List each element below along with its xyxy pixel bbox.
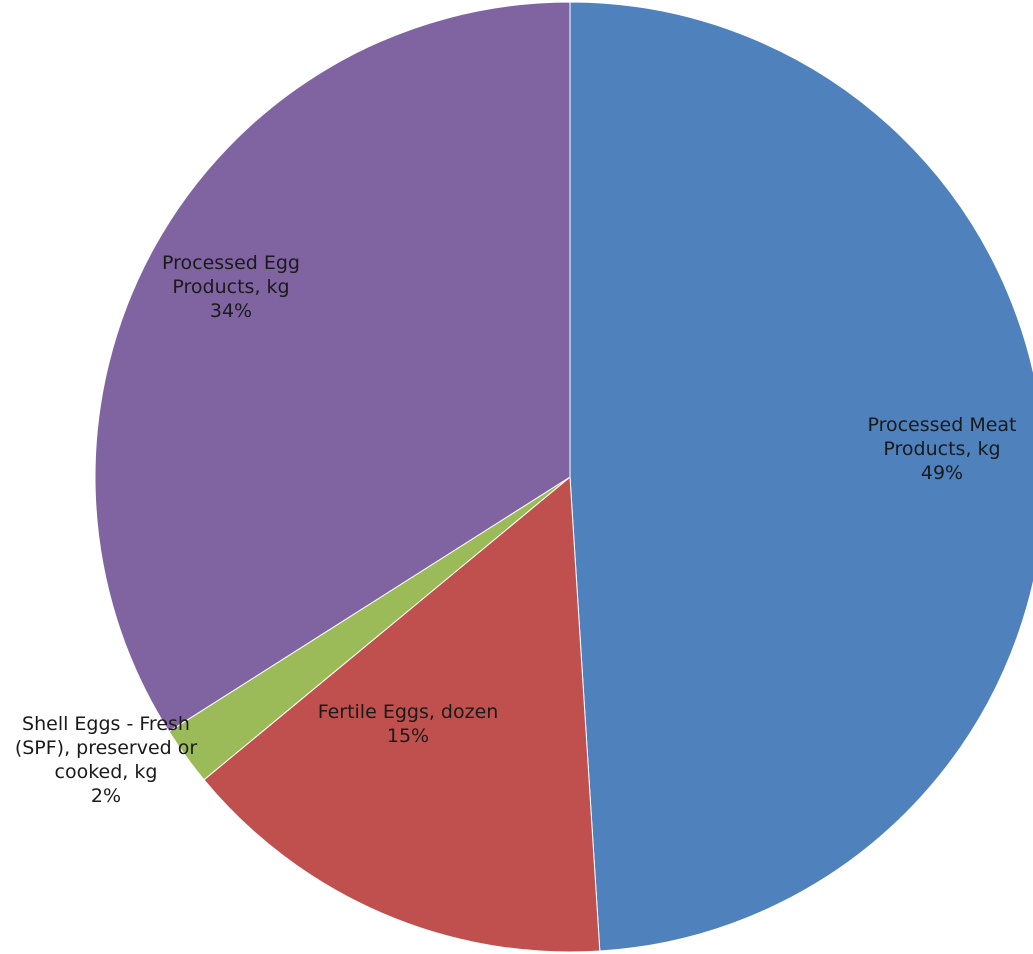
slice-label-line: 49% [921, 462, 963, 484]
slice-label-line: Processed Egg [162, 252, 300, 274]
pie-slice-1 [569, 1, 1033, 952]
slice-label-line: 34% [210, 300, 252, 322]
pie-slice-4 [94, 1, 571, 733]
slice-label-line: (SPF), preserved or [15, 737, 198, 759]
slice-label-line: Products, kg [883, 438, 1000, 460]
slice-label-line: Products, kg [172, 276, 289, 298]
slice-label-line: cooked, kg [55, 761, 158, 783]
slice-label-3: Shell Eggs - Fresh (SPF), preserved or coo… [15, 713, 198, 807]
slice-label-line: 2% [91, 785, 121, 807]
pie-slice-2 [203, 475, 601, 953]
slice-label-line: Shell Eggs - Fresh [22, 713, 190, 735]
slice-label-2: Fertile Eggs, dozen 15% [318, 701, 499, 747]
slice-label-4: Processed Egg Products, kg 34% [162, 252, 300, 322]
slice-label-line: 15% [387, 725, 429, 747]
slice-label-line: Fertile Eggs, dozen [318, 701, 499, 723]
slice-label-line: Processed Meat [867, 414, 1016, 436]
slice-label-1: Processed Meat Products, kg 49% [867, 414, 1016, 484]
